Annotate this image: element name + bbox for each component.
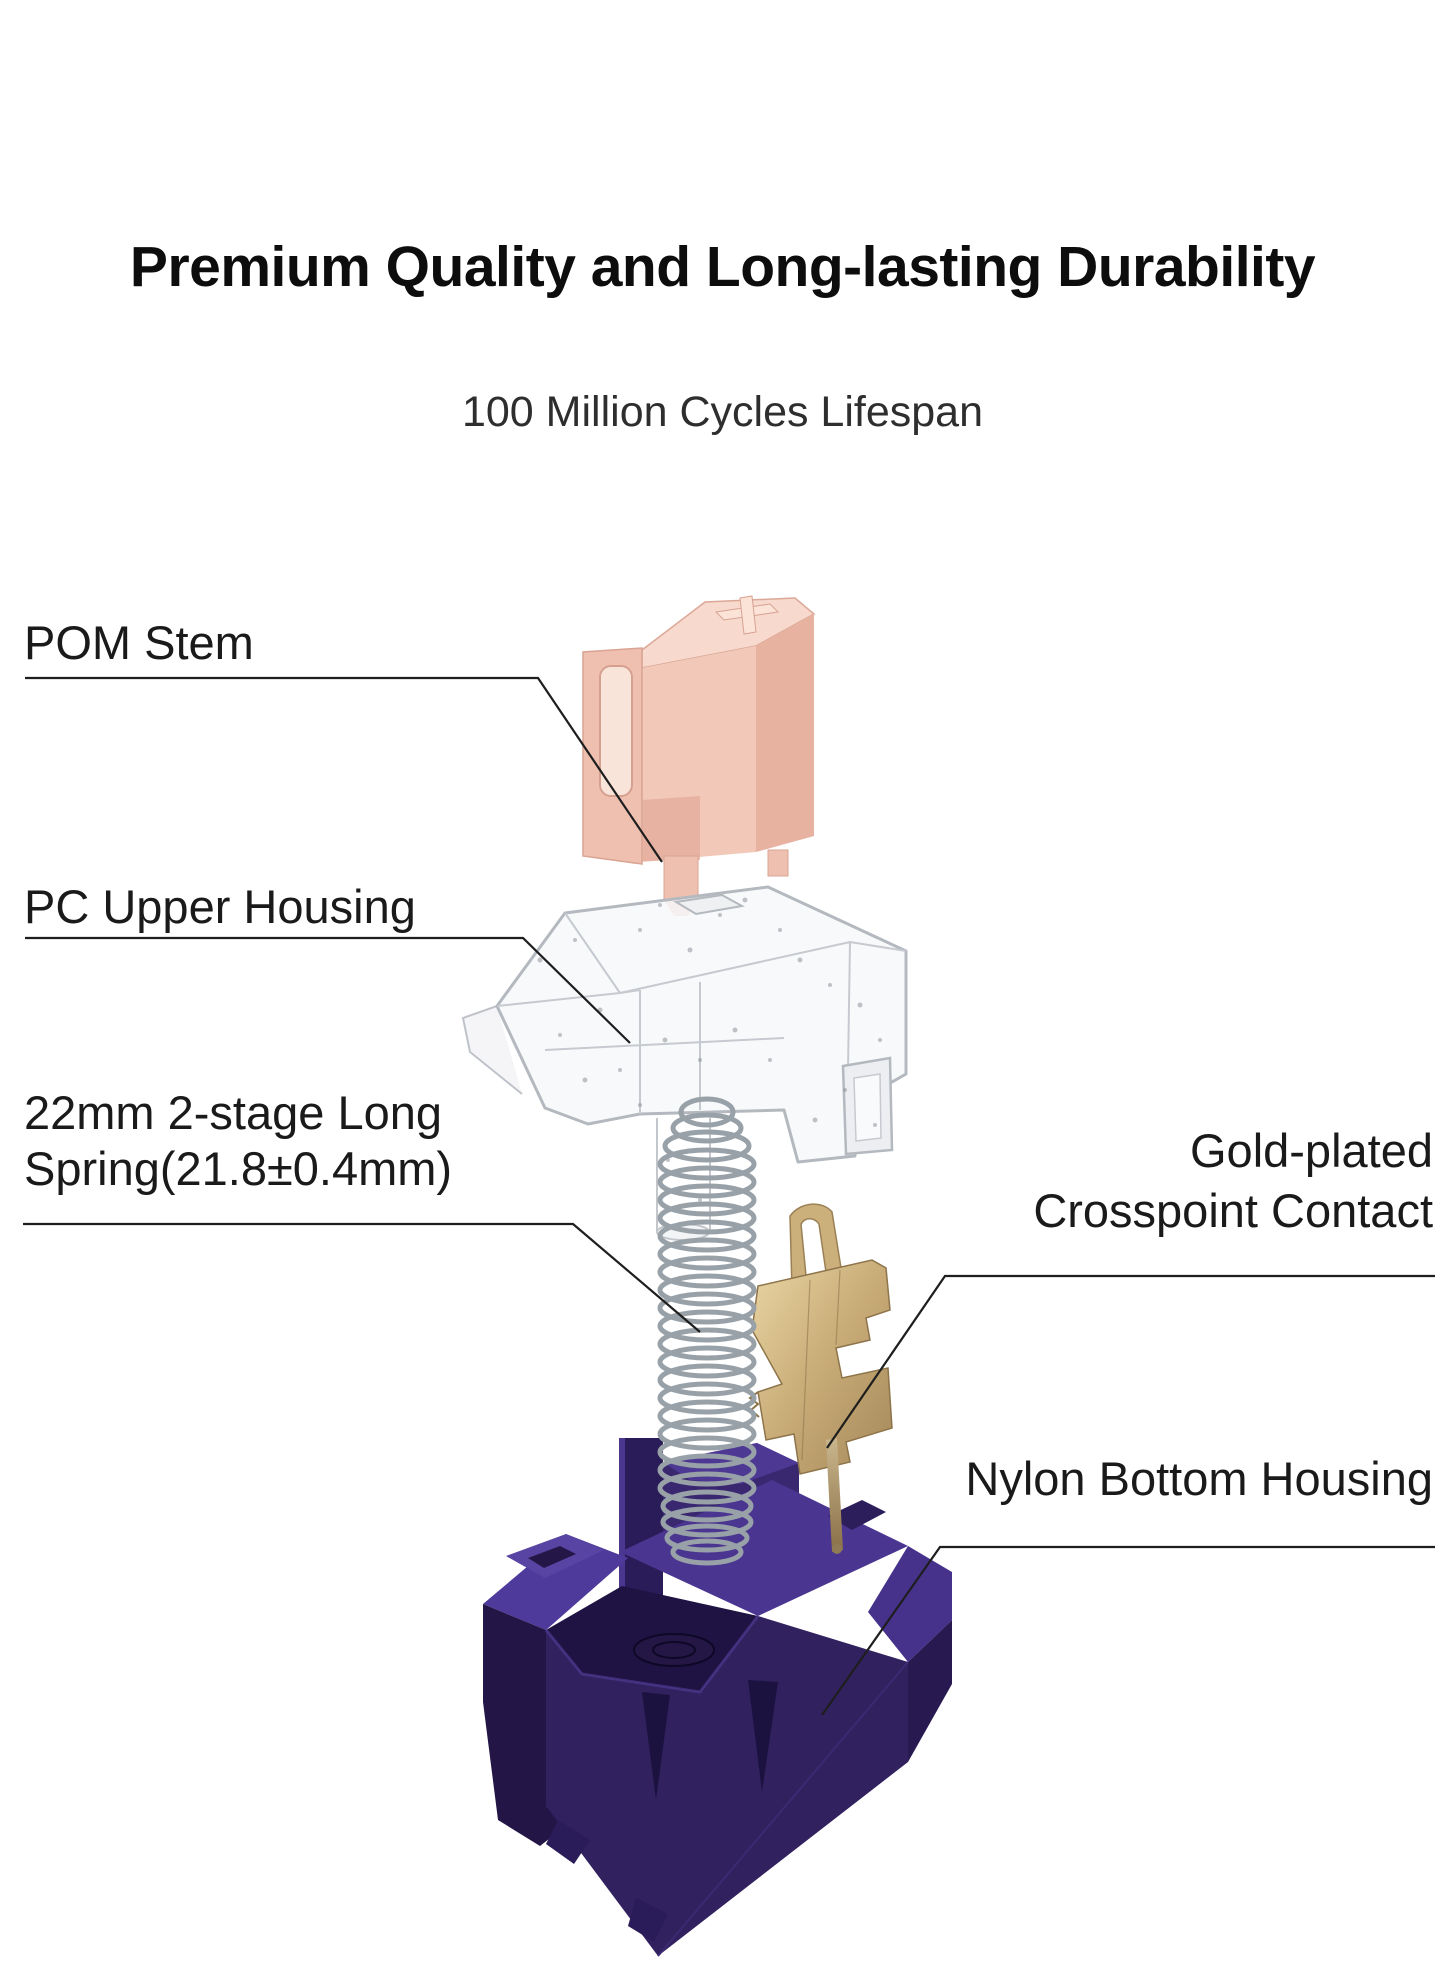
gold-contact-part (748, 1203, 893, 1554)
spring-part (657, 1096, 757, 1566)
leader-pom-stem (25, 676, 663, 863)
callout-gold-contact-line2: Crosspoint Contact (1033, 1184, 1433, 1237)
leader-pc-upper-housing (25, 936, 631, 1044)
pc-upper-housing-part (461, 885, 908, 1241)
leader-gold-contact (826, 1274, 1435, 1449)
callout-pc-upper-housing-label: PC Upper Housing (24, 880, 416, 933)
leader-lines (23, 676, 1435, 1716)
pom-stem-part (582, 595, 816, 916)
callout-nylon-bottom-housing: Nylon Bottom Housing (965, 1451, 1433, 1507)
callout-long-spring: 22mm 2-stage Long Spring(21.8±0.4mm) (24, 1085, 452, 1197)
page-title: Premium Quality and Long-lasting Durabil… (129, 235, 1316, 299)
callout-long-spring-line2: Spring(21.8±0.4mm) (24, 1142, 453, 1195)
page-subtitle: 100 Million Cycles Lifespan (461, 388, 984, 436)
leader-long-spring (23, 1222, 701, 1333)
nylon-bottom-housing-part (483, 1438, 952, 1957)
glitter-speckles (537, 897, 882, 1202)
callout-gold-contact-line1: Gold-plated (1190, 1124, 1433, 1177)
leader-nylon-bottom-housing (821, 1545, 1435, 1716)
callout-nylon-bottom-housing-label: Nylon Bottom Housing (965, 1452, 1433, 1505)
callout-pc-upper-housing: PC Upper Housing (24, 879, 416, 935)
callout-pom-stem-label: POM Stem (24, 616, 254, 669)
callout-pom-stem: POM Stem (24, 615, 254, 671)
callout-long-spring-line1: 22mm 2-stage Long (24, 1086, 443, 1139)
callout-gold-contact: Gold-plated Crosspoint Contact (1033, 1121, 1433, 1241)
